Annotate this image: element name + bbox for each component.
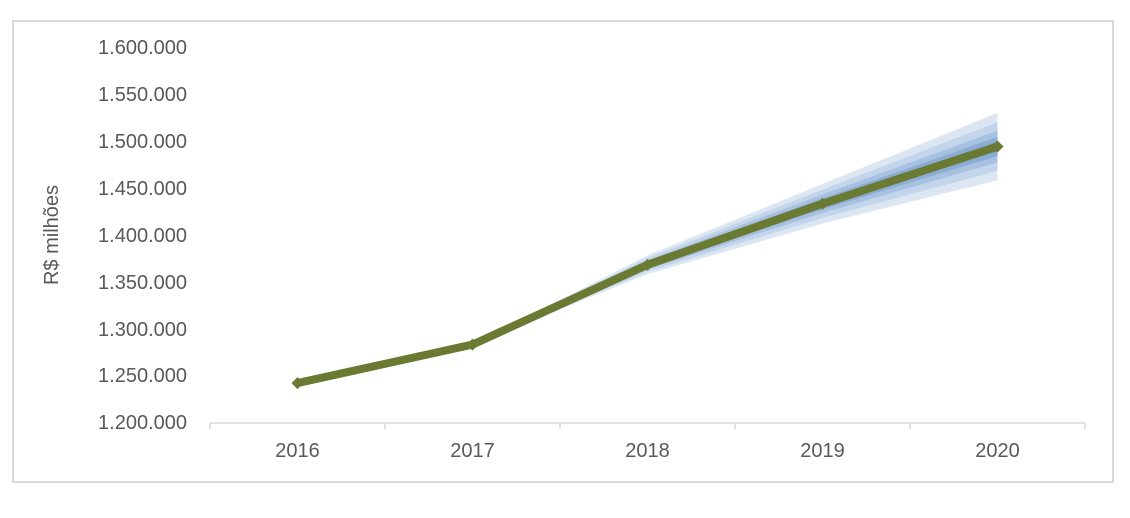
data-point-marker xyxy=(641,258,654,271)
y-tick-label: 1.400.000 xyxy=(98,225,187,247)
forecast-line-series xyxy=(291,140,1004,390)
x-tick-label: 2017 xyxy=(450,440,495,462)
y-tick-label: 1.300.000 xyxy=(98,319,187,341)
x-tick-label: 2016 xyxy=(275,440,320,462)
y-tick-label: 1.500.000 xyxy=(98,131,187,153)
x-tick-label: 2020 xyxy=(975,440,1020,462)
y-tick-label: 1.550.000 xyxy=(98,84,187,106)
y-tick-label: 1.250.000 xyxy=(98,365,187,387)
data-point-marker xyxy=(466,338,479,351)
x-tick-label: 2018 xyxy=(625,440,670,462)
x-axis-labels: 2016 2017 2018 2019 2020 xyxy=(275,440,1020,462)
data-point-marker xyxy=(816,197,829,210)
y-tick-label: 1.450.000 xyxy=(98,178,187,200)
y-tick-label: 1.350.000 xyxy=(98,272,187,294)
y-axis-title: R$ milhões xyxy=(41,185,63,285)
y-axis-labels: 1.600.000 1.550.000 1.500.000 1.450.000 … xyxy=(98,37,187,434)
chart-frame xyxy=(12,20,1114,483)
x-axis xyxy=(209,422,1086,429)
data-point-marker xyxy=(291,377,304,390)
x-tick-label: 2019 xyxy=(800,440,845,462)
data-point-marker xyxy=(991,140,1004,153)
y-tick-label: 1.200.000 xyxy=(98,412,187,434)
y-tick-label: 1.600.000 xyxy=(98,37,187,59)
